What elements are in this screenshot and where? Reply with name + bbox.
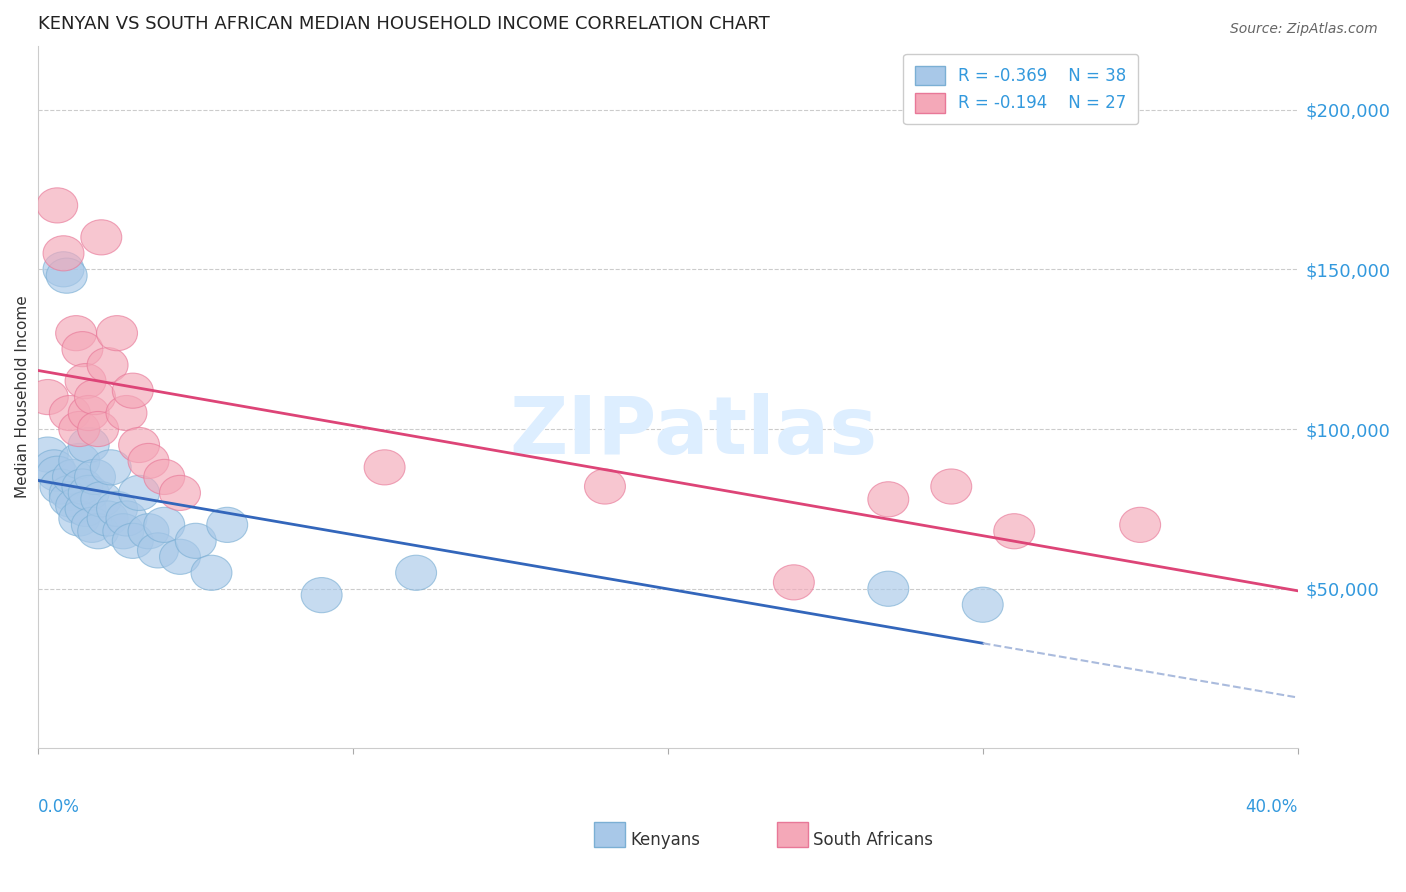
Ellipse shape bbox=[62, 469, 103, 504]
Ellipse shape bbox=[87, 348, 128, 383]
Ellipse shape bbox=[56, 316, 97, 351]
Ellipse shape bbox=[69, 395, 110, 431]
Ellipse shape bbox=[49, 395, 90, 431]
Ellipse shape bbox=[143, 459, 184, 494]
Ellipse shape bbox=[75, 379, 115, 415]
Ellipse shape bbox=[37, 456, 77, 491]
Ellipse shape bbox=[112, 524, 153, 558]
Ellipse shape bbox=[143, 508, 184, 542]
Ellipse shape bbox=[56, 488, 97, 524]
Ellipse shape bbox=[59, 443, 100, 478]
Ellipse shape bbox=[301, 577, 342, 613]
Ellipse shape bbox=[1119, 508, 1160, 542]
Ellipse shape bbox=[37, 188, 77, 223]
Ellipse shape bbox=[931, 469, 972, 504]
Ellipse shape bbox=[27, 379, 69, 415]
Ellipse shape bbox=[118, 427, 159, 463]
Ellipse shape bbox=[103, 514, 143, 549]
Ellipse shape bbox=[128, 514, 169, 549]
Legend: R = -0.369    N = 38, R = -0.194    N = 27: R = -0.369 N = 38, R = -0.194 N = 27 bbox=[903, 54, 1137, 124]
Ellipse shape bbox=[118, 475, 159, 510]
Ellipse shape bbox=[44, 252, 84, 287]
Ellipse shape bbox=[868, 571, 908, 607]
Ellipse shape bbox=[49, 475, 90, 510]
Text: Source: ZipAtlas.com: Source: ZipAtlas.com bbox=[1230, 22, 1378, 37]
Ellipse shape bbox=[77, 411, 118, 447]
Ellipse shape bbox=[138, 533, 179, 568]
Ellipse shape bbox=[97, 491, 138, 526]
Ellipse shape bbox=[49, 482, 90, 516]
Ellipse shape bbox=[65, 364, 105, 399]
Ellipse shape bbox=[80, 219, 122, 255]
Ellipse shape bbox=[75, 459, 115, 494]
Ellipse shape bbox=[59, 411, 100, 447]
Ellipse shape bbox=[364, 450, 405, 485]
Ellipse shape bbox=[191, 555, 232, 591]
Ellipse shape bbox=[112, 373, 153, 409]
Ellipse shape bbox=[80, 482, 122, 516]
Ellipse shape bbox=[207, 508, 247, 542]
Ellipse shape bbox=[105, 501, 148, 536]
Ellipse shape bbox=[87, 501, 128, 536]
Ellipse shape bbox=[962, 587, 1004, 623]
Ellipse shape bbox=[44, 235, 84, 271]
Text: ZIPatlas: ZIPatlas bbox=[509, 393, 877, 471]
Ellipse shape bbox=[34, 450, 75, 485]
Ellipse shape bbox=[90, 450, 131, 485]
Ellipse shape bbox=[868, 482, 908, 516]
Text: KENYAN VS SOUTH AFRICAN MEDIAN HOUSEHOLD INCOME CORRELATION CHART: KENYAN VS SOUTH AFRICAN MEDIAN HOUSEHOLD… bbox=[38, 15, 770, 33]
Ellipse shape bbox=[128, 443, 169, 478]
Ellipse shape bbox=[69, 475, 110, 510]
Ellipse shape bbox=[77, 514, 118, 549]
Text: South Africans: South Africans bbox=[813, 831, 934, 849]
Ellipse shape bbox=[773, 565, 814, 600]
Ellipse shape bbox=[27, 437, 69, 472]
Ellipse shape bbox=[159, 475, 201, 510]
Ellipse shape bbox=[46, 258, 87, 293]
Ellipse shape bbox=[39, 469, 80, 504]
Ellipse shape bbox=[72, 508, 112, 542]
Ellipse shape bbox=[994, 514, 1035, 549]
Ellipse shape bbox=[176, 524, 217, 558]
Ellipse shape bbox=[69, 427, 110, 463]
Ellipse shape bbox=[65, 491, 105, 526]
Ellipse shape bbox=[62, 332, 103, 367]
Ellipse shape bbox=[105, 395, 148, 431]
Text: 40.0%: 40.0% bbox=[1246, 797, 1298, 815]
Y-axis label: Median Household Income: Median Household Income bbox=[15, 296, 30, 499]
Ellipse shape bbox=[52, 459, 93, 494]
Ellipse shape bbox=[159, 540, 201, 574]
Ellipse shape bbox=[97, 316, 138, 351]
Ellipse shape bbox=[585, 469, 626, 504]
Text: 0.0%: 0.0% bbox=[38, 797, 80, 815]
Ellipse shape bbox=[59, 501, 100, 536]
Ellipse shape bbox=[395, 555, 436, 591]
Text: Kenyans: Kenyans bbox=[630, 831, 700, 849]
